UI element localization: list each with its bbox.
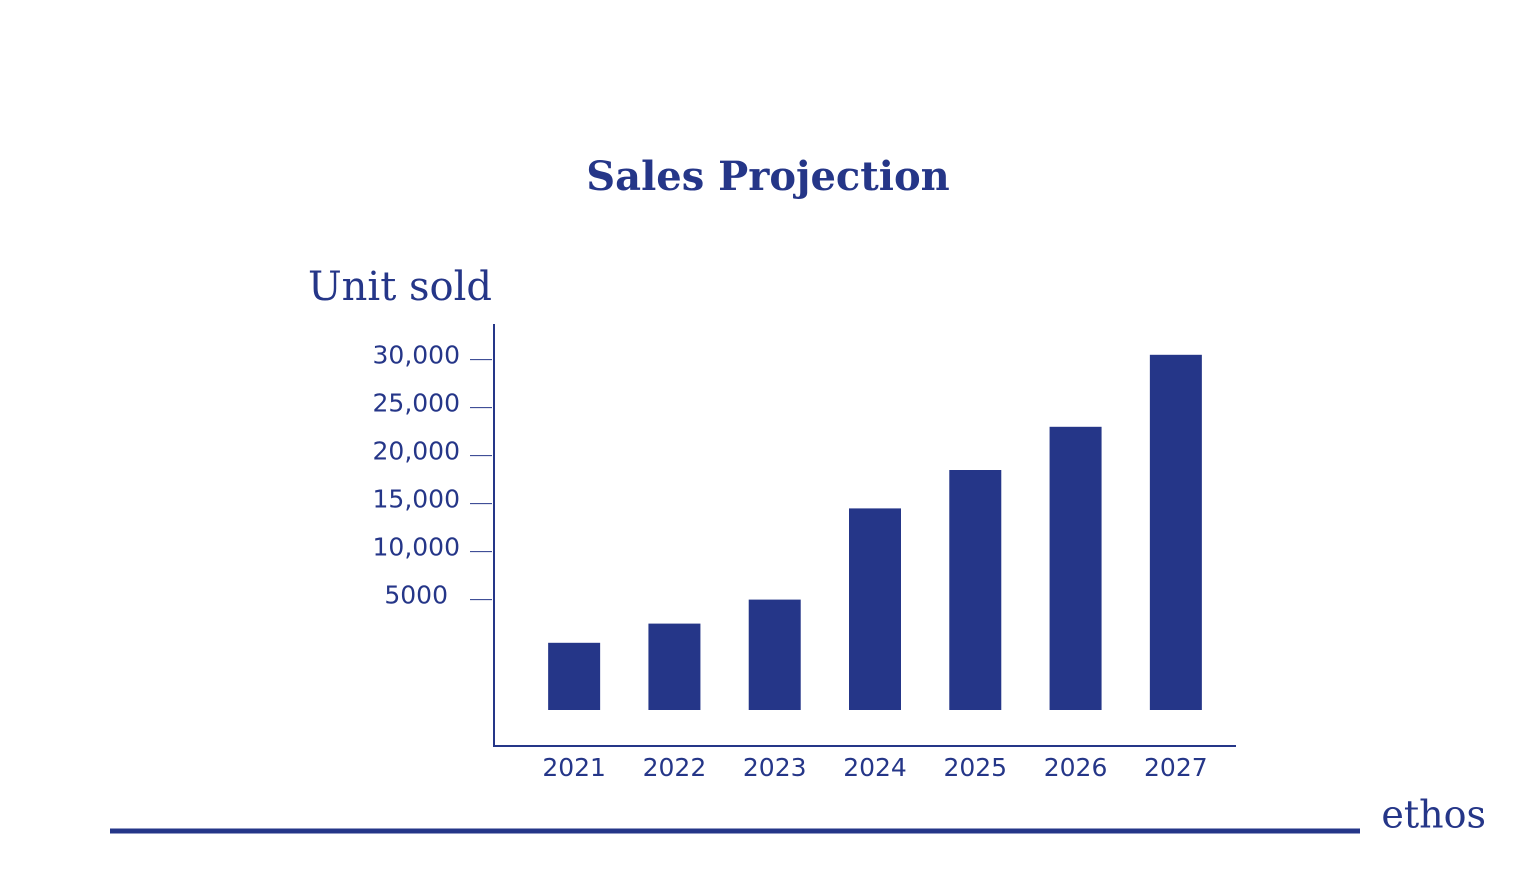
- bar: [748, 599, 801, 710]
- y-tick-label: 30,000: [373, 341, 460, 370]
- x-tick-label: 2025: [943, 753, 1007, 782]
- y-tick-label: 25,000: [373, 389, 460, 418]
- bar: [1149, 354, 1202, 710]
- x-tick-label: 2024: [843, 753, 907, 782]
- y-tick-label: 5000: [384, 581, 448, 610]
- bar: [949, 470, 1002, 710]
- y-tick-label: 10,000: [373, 533, 460, 562]
- y-axis-label: Unit sold: [308, 264, 492, 310]
- x-tick-label: 2027: [1144, 753, 1208, 782]
- brand-logo: ethos: [1381, 793, 1486, 837]
- x-tick-label: 2021: [542, 753, 606, 782]
- bar: [1049, 426, 1102, 710]
- y-tick-label: 20,000: [373, 437, 460, 466]
- x-tick-label: 2023: [743, 753, 807, 782]
- bar: [849, 508, 901, 710]
- x-tick-label: 2022: [643, 753, 707, 782]
- chart-title: Sales Projection: [586, 153, 949, 200]
- bar: [548, 642, 601, 710]
- bar: [648, 623, 701, 710]
- y-tick-label: 15,000: [373, 485, 460, 514]
- x-tick-label: 2026: [1044, 753, 1108, 782]
